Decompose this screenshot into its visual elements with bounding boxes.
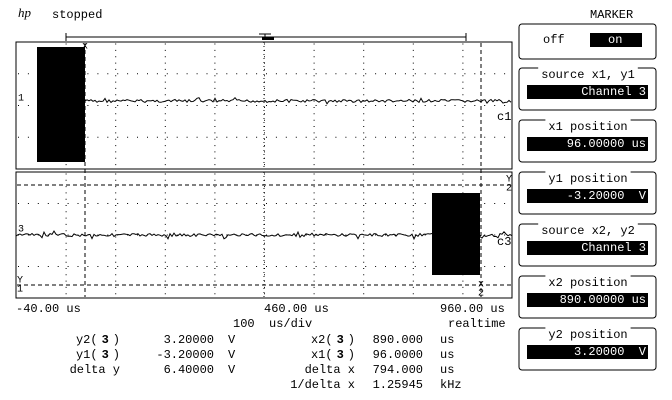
trace	[479, 231, 513, 239]
measure-unit: us	[440, 333, 454, 347]
menu-field	[527, 345, 648, 359]
close: )	[113, 333, 120, 347]
menu-label: x1 position	[548, 120, 627, 134]
menu-items: source x1, y1 Channel 3 x1 position 96.0000…	[518, 67, 657, 371]
measure-label: x1( 3)	[311, 348, 355, 362]
marker-lines	[17, 43, 511, 297]
marker-label: 2	[506, 184, 512, 195]
traces	[15, 96, 513, 241]
measure-unit: V	[228, 363, 236, 377]
measure-unit: V	[228, 348, 236, 362]
measure-label: y2( 3)	[76, 333, 120, 347]
menu-label: y2 position	[548, 328, 627, 342]
channel: 3	[102, 333, 109, 347]
measure-unit: V	[228, 333, 236, 347]
label-gap	[538, 223, 638, 233]
label: x1(	[311, 348, 333, 362]
menu-value[interactable]: 96.00000 us	[567, 137, 646, 151]
label-gap	[545, 327, 631, 337]
time-center: 460.00 us	[264, 302, 329, 316]
measure-value: 890.000	[373, 333, 423, 347]
marker-label: 2	[478, 289, 484, 300]
marker-label: Y	[17, 276, 23, 287]
close: )	[348, 333, 355, 347]
measure-label: delta x	[305, 363, 355, 377]
menu-value[interactable]: Channel 3	[581, 85, 646, 99]
trace	[84, 96, 512, 105]
measure-value: 3.20000	[164, 333, 214, 347]
trace	[15, 230, 433, 241]
label: 1/delta x	[290, 378, 355, 392]
menu-field	[527, 189, 648, 203]
status: stopped	[52, 8, 102, 22]
time-scale: 100 us/div	[233, 317, 312, 331]
menu-field	[527, 137, 648, 151]
menu-field	[527, 293, 648, 307]
measure-value: 96.0000	[373, 348, 423, 362]
menu-value[interactable]: Channel 3	[581, 241, 646, 255]
measure-label: x2( 3)	[311, 333, 355, 347]
menu-field	[527, 85, 648, 99]
menu-value[interactable]: 3.20000 V	[574, 345, 647, 359]
channel-label: c1	[497, 110, 511, 124]
label: y1(	[76, 348, 98, 362]
marker-label: Y	[506, 175, 512, 186]
label-gap	[545, 119, 631, 129]
channel: 3	[337, 348, 344, 362]
measure-unit: us	[440, 348, 454, 362]
measure-label: 1/delta x	[290, 378, 355, 392]
burst-ch1	[37, 47, 85, 162]
panel-top	[15, 41, 513, 170]
time-right: 960.00 us	[440, 302, 505, 316]
logo: hp	[18, 5, 32, 20]
label-gap	[545, 275, 631, 285]
channel-label: c3	[497, 235, 511, 249]
close: )	[113, 348, 120, 362]
label-gap	[538, 67, 638, 77]
time-left: -40.00 us	[16, 302, 81, 316]
menu-label: y1 position	[548, 172, 627, 186]
measure-unit: kHz	[440, 378, 462, 392]
channel: 3	[337, 333, 344, 347]
label: x2(	[311, 333, 333, 347]
toggle-box[interactable]	[518, 23, 657, 60]
toggle-on-highlight	[590, 33, 642, 47]
label: delta x	[305, 363, 355, 377]
close: )	[348, 348, 355, 362]
measure-value: 1.25945	[373, 378, 423, 392]
menu-field	[527, 241, 648, 255]
label-gap	[545, 171, 631, 181]
ground-label: 3	[18, 225, 24, 236]
toggle-on[interactable]: on	[608, 33, 622, 47]
label: y2(	[76, 333, 98, 347]
measure-label: delta y	[70, 363, 120, 377]
acq-mode: realtime	[448, 317, 506, 331]
measure-value: 6.40000	[164, 363, 214, 377]
timebase-bar	[65, 33, 467, 41]
menu-label: x2 position	[548, 276, 627, 290]
measure-value: -3.20000	[156, 348, 214, 362]
measure-value: 794.000	[373, 363, 423, 377]
label: delta y	[70, 363, 120, 377]
measure-unit: us	[440, 363, 454, 377]
ground-label: 1	[18, 94, 24, 105]
marker-label: x	[478, 280, 484, 291]
menu-label: source x1, y1	[541, 68, 635, 82]
menu-label: source x2, y2	[541, 224, 635, 238]
menu-value[interactable]: 890.00000 us	[560, 293, 646, 307]
marker-label: 1	[17, 285, 23, 296]
menu-title: MARKER	[590, 8, 633, 22]
toggle-off[interactable]: off	[543, 33, 565, 47]
measure-label: y1( 3)	[76, 348, 120, 362]
marker-label: x	[82, 42, 88, 53]
burst-ch3	[432, 193, 480, 275]
menu-value[interactable]: -3.20000 V	[567, 189, 647, 203]
channel: 3	[102, 348, 109, 362]
